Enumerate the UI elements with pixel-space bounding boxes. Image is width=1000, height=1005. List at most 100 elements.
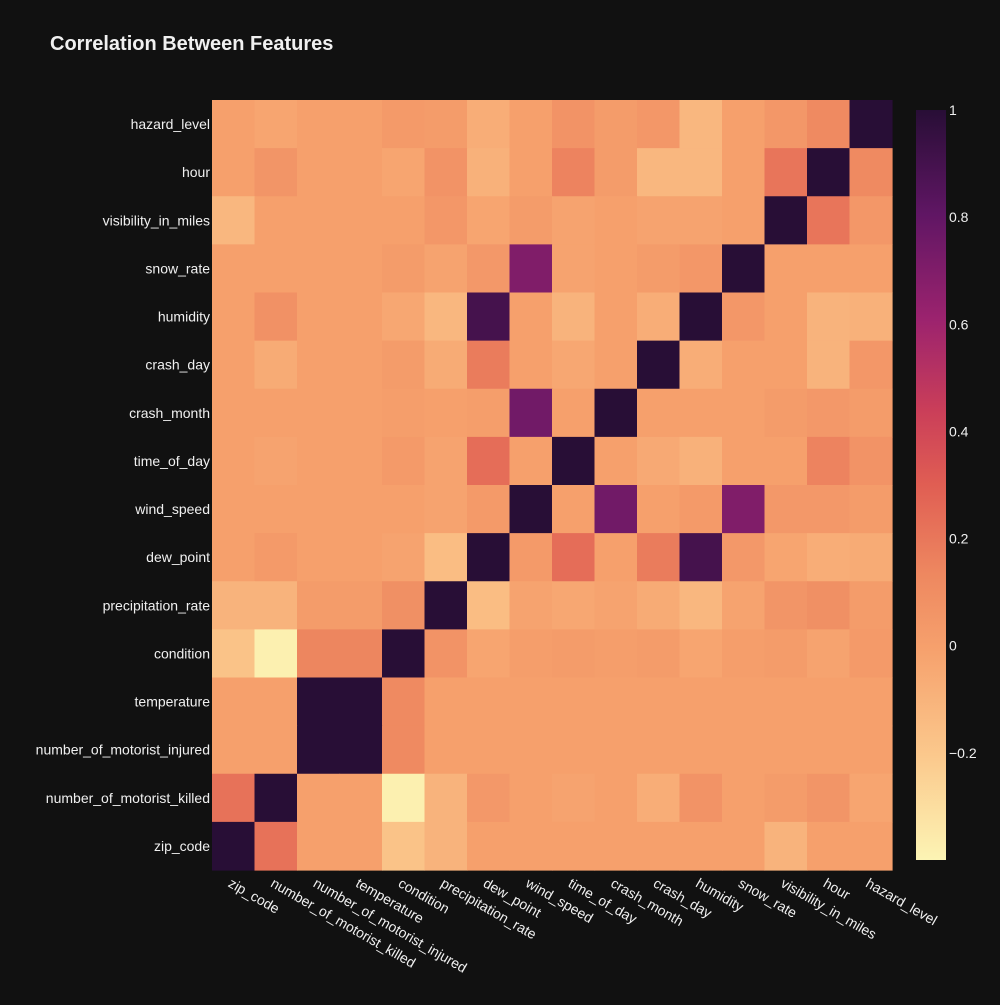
heatmap-cell (764, 821, 808, 871)
heatmap-cell (339, 485, 383, 534)
heatmap-cell (467, 340, 511, 390)
y-tick-label: crash_month (129, 405, 210, 421)
heatmap-cell (509, 292, 553, 342)
heatmap-cell (339, 773, 383, 823)
heatmap-cell (849, 196, 893, 245)
y-tick-label: hour (182, 164, 210, 180)
heatmap-cell (339, 436, 383, 486)
heatmap-cell (679, 485, 723, 534)
y-tick-label: time_of_day (134, 453, 210, 469)
heatmap-cell (807, 821, 851, 871)
heatmap-cell (297, 725, 341, 775)
heatmap-cell (339, 533, 383, 582)
heatmap-cell (212, 485, 256, 534)
heatmap-cell (424, 821, 468, 871)
y-tick-label: snow_rate (145, 260, 210, 276)
heatmap-cell (807, 196, 851, 245)
heatmap-cell (764, 196, 808, 245)
heatmap-cell (807, 629, 851, 679)
heatmap-cell (297, 629, 341, 679)
heatmap-cell (382, 244, 426, 294)
heatmap-cell (552, 773, 596, 823)
colorbar-tick-label: 0.4 (949, 423, 969, 439)
heatmap-cell (212, 148, 256, 197)
heatmap-cell (382, 485, 426, 534)
heatmap-cell (849, 292, 893, 342)
heatmap-cell (467, 388, 511, 438)
heatmap-cell (849, 148, 893, 197)
heatmap-cell (552, 244, 596, 294)
heatmap-cell (594, 677, 638, 727)
heatmap-cell (212, 340, 256, 390)
heatmap-cell (509, 725, 553, 775)
heatmap-cell (807, 436, 851, 486)
heatmap-cell (722, 581, 766, 630)
heatmap-cell (552, 100, 596, 149)
heatmap-cell (722, 100, 766, 149)
heatmap-cell (212, 292, 256, 342)
heatmap-cell (254, 436, 298, 486)
heatmap-cell (297, 148, 341, 197)
heatmap-cell (339, 292, 383, 342)
heatmap-cell (637, 196, 681, 245)
heatmap-cell (552, 581, 596, 630)
heatmap-cell (722, 388, 766, 438)
heatmap-cell (849, 436, 893, 486)
heatmap-cell (594, 292, 638, 342)
heatmap-cell (212, 533, 256, 582)
heatmap-cell (594, 244, 638, 294)
heatmap-cell (679, 533, 723, 582)
heatmap-cell (297, 773, 341, 823)
heatmap-cell (722, 725, 766, 775)
heatmap-cell (212, 677, 256, 727)
heatmap-cell (722, 821, 766, 871)
heatmap-cell (297, 485, 341, 534)
heatmap-cell (509, 196, 553, 245)
heatmap-cell (424, 100, 468, 149)
heatmap-cell (254, 773, 298, 823)
heatmap-cell (552, 533, 596, 582)
heatmap-cell (509, 773, 553, 823)
heatmap-cell (594, 485, 638, 534)
heatmap-cell (212, 821, 256, 871)
heatmap-cell (254, 292, 298, 342)
heatmap-cell (849, 533, 893, 582)
heatmap-cell (467, 677, 511, 727)
heatmap-cell (254, 196, 298, 245)
heatmap-cell (764, 100, 808, 149)
y-tick-label: crash_day (145, 357, 210, 373)
heatmap-cell (807, 485, 851, 534)
heatmap-cell (552, 196, 596, 245)
heatmap-cell (424, 436, 468, 486)
heatmap-cell (509, 148, 553, 197)
heatmap-cell (594, 629, 638, 679)
heatmap-cell (212, 388, 256, 438)
colorbar-tick-label: 0.2 (949, 531, 969, 547)
heatmap-cell (382, 533, 426, 582)
heatmap-cell (382, 581, 426, 630)
colorbar-tick-label: 0 (949, 638, 957, 654)
heatmap-cell (764, 677, 808, 727)
heatmap-cell (594, 773, 638, 823)
heatmap-cell (254, 388, 298, 438)
heatmap-cell (467, 148, 511, 197)
heatmap-cell (722, 244, 766, 294)
heatmap-cell (339, 725, 383, 775)
heatmap-cell (382, 821, 426, 871)
heatmap-cell (339, 677, 383, 727)
heatmap-cell (254, 244, 298, 294)
heatmap-cell (467, 292, 511, 342)
heatmap-cell (722, 196, 766, 245)
heatmap-cell (764, 773, 808, 823)
heatmap-cell (212, 725, 256, 775)
heatmap-cell (594, 725, 638, 775)
heatmap-cell (722, 292, 766, 342)
heatmap-cell (467, 533, 511, 582)
y-tick-label: dew_point (146, 549, 210, 565)
heatmap-cell (212, 581, 256, 630)
heatmap-cell (637, 533, 681, 582)
heatmap-cell (254, 533, 298, 582)
heatmap-cell (594, 388, 638, 438)
heatmap-cell (509, 436, 553, 486)
